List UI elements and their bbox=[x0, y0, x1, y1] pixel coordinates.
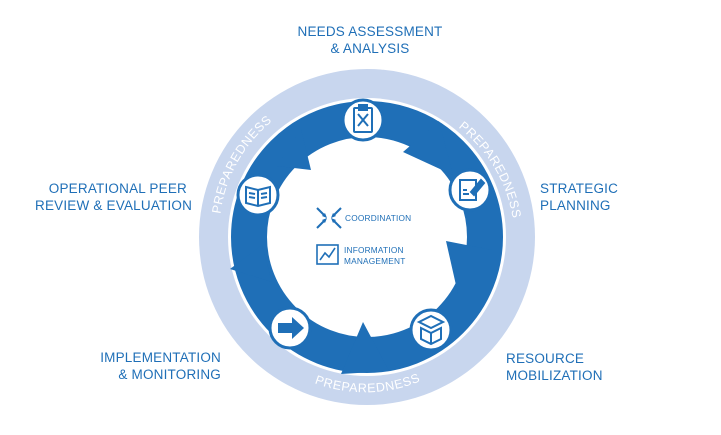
converging-arrows-icon bbox=[316, 207, 342, 229]
stage-label-needs-assessment: NEEDS ASSESSMENT & ANALYSIS bbox=[294, 23, 446, 57]
node-implementation-monitoring bbox=[268, 306, 312, 350]
information-label: INFORMATION bbox=[344, 245, 404, 255]
document-edit-icon bbox=[459, 178, 486, 201]
arrowhead-to-strategic bbox=[403, 121, 453, 175]
stage-review-line2: REVIEW & EVALUATION bbox=[35, 198, 193, 213]
open-box-icon bbox=[416, 314, 446, 346]
node-resource-mobilization bbox=[409, 308, 453, 352]
stage-label-strategic-planning: STRATEGIC PLANNING bbox=[540, 180, 618, 214]
stage-label-operational-peer-review: OPERATIONAL PEER REVIEW & EVALUATION bbox=[35, 180, 193, 214]
stage-needs-line2: & ANALYSIS bbox=[330, 41, 410, 56]
arrowhead-to-implementation bbox=[341, 322, 389, 374]
node-needs-assessment bbox=[341, 98, 385, 142]
open-book-icon bbox=[245, 185, 271, 208]
stage-label-resource-mobilization: RESOURCE MOBILIZATION bbox=[506, 350, 603, 384]
stage-resource-line1: RESOURCE bbox=[506, 351, 585, 366]
cycle-arrowheads bbox=[230, 121, 492, 374]
stage-implementation-line1: IMPLEMENTATION bbox=[100, 350, 221, 365]
stage-needs-line1: NEEDS ASSESSMENT bbox=[297, 24, 443, 39]
node-strategic-planning bbox=[448, 168, 492, 212]
stage-implementation-line2: & MONITORING bbox=[118, 367, 221, 382]
node-operational-peer-review bbox=[236, 173, 280, 217]
right-arrow-icon bbox=[278, 317, 304, 339]
stage-strategic-line2: PLANNING bbox=[540, 198, 611, 213]
clipboard-checklist-icon bbox=[353, 104, 373, 133]
center-hub bbox=[299, 169, 435, 305]
stage-review-line1: OPERATIONAL PEER bbox=[48, 181, 187, 196]
coordination-label: COORDINATION bbox=[345, 213, 411, 223]
arrowhead-to-review bbox=[230, 245, 272, 282]
arrowhead-to-needs bbox=[277, 129, 311, 170]
stage-label-implementation-monitoring: IMPLEMENTATION & MONITORING bbox=[100, 349, 221, 383]
stage-strategic-line1: STRATEGIC bbox=[540, 181, 619, 196]
line-chart-icon bbox=[316, 244, 339, 265]
management-label: MANAGEMENT bbox=[344, 256, 405, 266]
arrowhead-to-resource bbox=[446, 241, 492, 294]
stage-resource-line2: MOBILIZATION bbox=[506, 368, 603, 383]
